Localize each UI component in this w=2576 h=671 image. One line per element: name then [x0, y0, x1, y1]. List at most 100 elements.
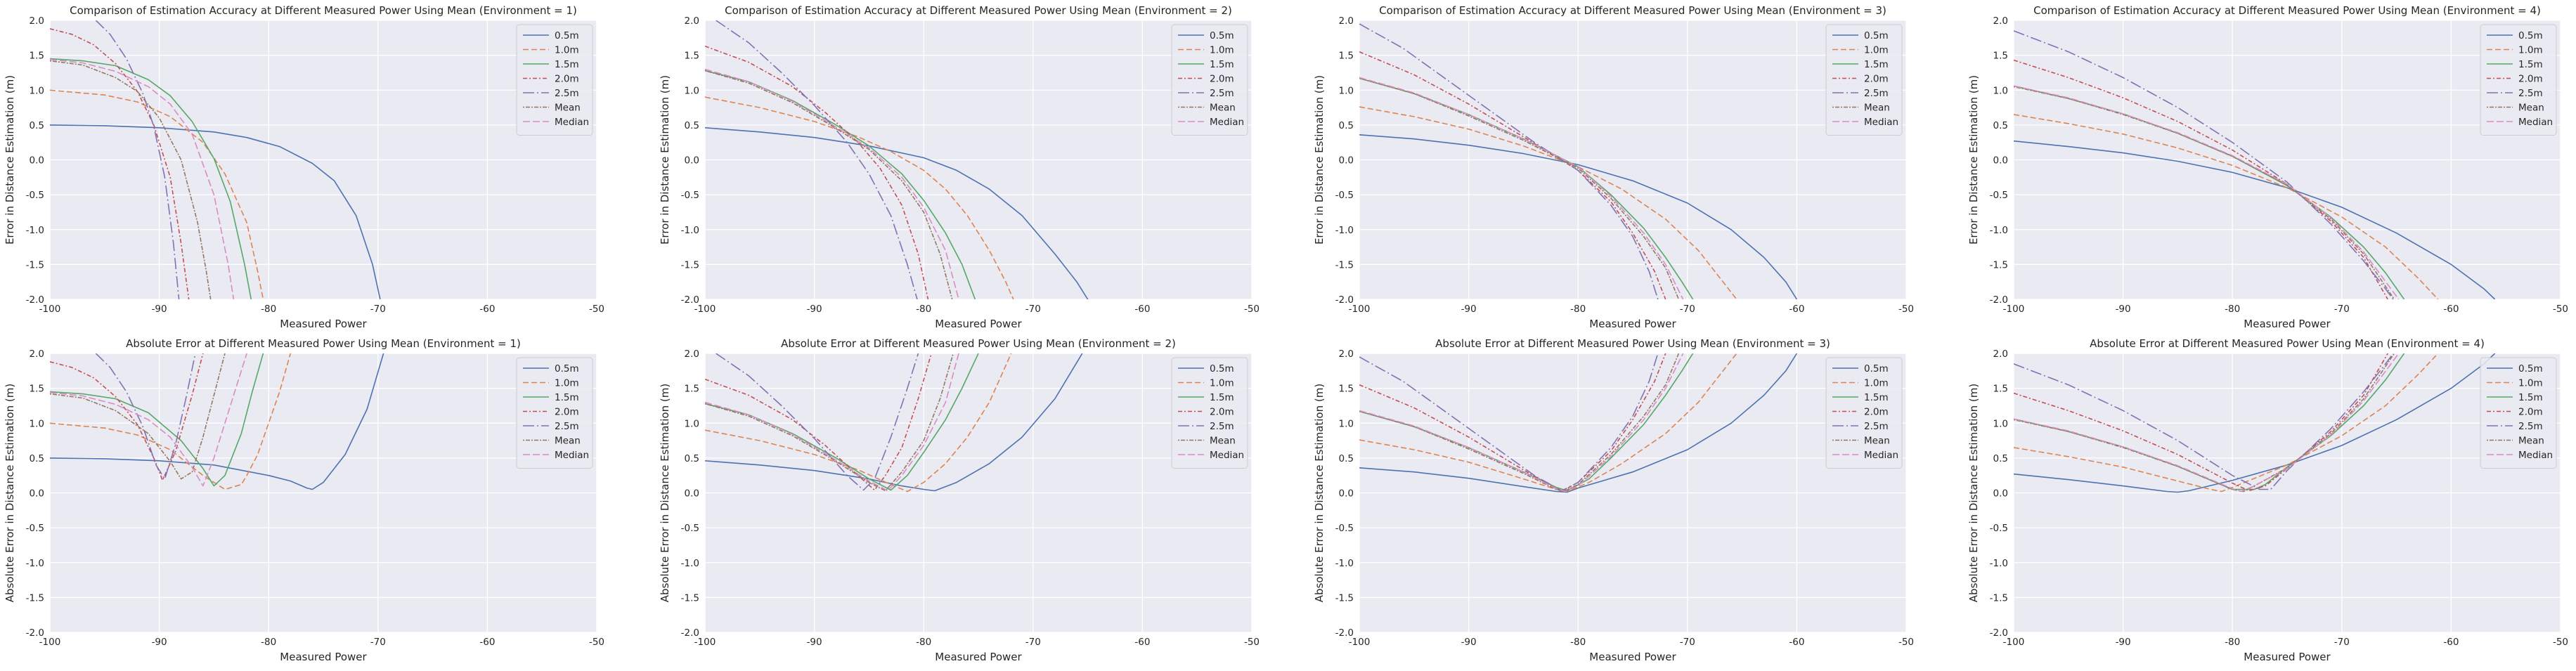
- x-tick-label: -60: [1789, 304, 1804, 315]
- y-tick-label: 2.0: [1993, 348, 2008, 360]
- x-tick-label: -80: [2225, 637, 2240, 648]
- y-tick-label: 0.0: [685, 488, 699, 500]
- y-tick-label: -0.5: [26, 190, 44, 201]
- legend-label: 0.5m: [555, 363, 579, 374]
- x-tick-label: -90: [807, 637, 822, 648]
- y-tick-label: 1.0: [1339, 418, 1354, 429]
- y-tick-label: 0.5: [1993, 120, 2008, 131]
- series-line-Median: [705, 68, 959, 299]
- x-tick-label: -90: [152, 637, 167, 648]
- legend-label: 1.0m: [2518, 45, 2543, 56]
- y-tick-label: 1.5: [1339, 51, 1354, 62]
- x-tick-label: -50: [1244, 637, 1260, 648]
- legend-label: 2.5m: [1864, 421, 1889, 432]
- subplot-6: -100 -90 -80 -70 -60 -50 -2.0 -1.5 -1.0 -0.5 0.0 0.…: [659, 337, 1260, 663]
- x-tick-label: -100: [694, 637, 716, 648]
- y-tick-label: -1.5: [1335, 259, 1354, 271]
- series-group: [705, 353, 1083, 493]
- y-tick-label: 1.5: [1339, 384, 1354, 395]
- series-line-Mean: [50, 353, 226, 480]
- legend-label: Median: [2518, 117, 2553, 128]
- x-tick-label: -60: [1134, 304, 1150, 315]
- y-tick-label: 0.0: [30, 488, 44, 500]
- legend-label: Mean: [1864, 436, 1890, 447]
- y-axis-label: Error in Distance Estimation (m): [1967, 75, 1980, 245]
- legend: 0.5m 1.0m 1.5m 2.0m 2.5m Mean Median: [1825, 24, 1903, 136]
- y-tick-label: -1.0: [1990, 558, 2008, 569]
- x-tick-label: -70: [2334, 637, 2350, 648]
- series-line-1.0m: [2014, 353, 2439, 493]
- y-tick-label: -2.0: [1335, 294, 1354, 306]
- series-line-2.0m: [705, 353, 932, 491]
- series-line-Median: [2014, 85, 2400, 299]
- y-tick-label: -0.5: [681, 190, 699, 201]
- legend-label: 0.5m: [2518, 363, 2543, 374]
- x-tick-label: -50: [2553, 637, 2568, 648]
- legend-label: 2.0m: [1864, 407, 1889, 418]
- x-tick-label: -100: [2003, 304, 2025, 315]
- y-tick-label: 2.0: [1339, 15, 1354, 27]
- y-axis-label: Absolute Error in Distance Estimation (m…: [1313, 384, 1326, 602]
- series-line-1.0m: [50, 89, 264, 299]
- chart-title: Absolute Error at Different Measured Pow…: [781, 337, 1176, 350]
- x-tick-label: -50: [589, 637, 604, 648]
- legend-label: 2.5m: [2518, 421, 2543, 432]
- y-tick-label: -0.5: [1990, 190, 2008, 201]
- series-line-Median: [50, 58, 235, 299]
- chart-title: Absolute Error at Different Measured Pow…: [1435, 337, 1830, 350]
- series-line-2.5m: [716, 20, 918, 299]
- x-tick-label: -100: [1349, 637, 1371, 648]
- x-tick-label: -60: [1789, 637, 1804, 648]
- series-line-0.5m: [705, 353, 1083, 492]
- y-tick-label: 0.0: [1993, 488, 2008, 500]
- series-group: [1359, 353, 1798, 493]
- legend: 0.5m 1.0m 1.5m 2.0m 2.5m Mean Median: [2480, 24, 2557, 136]
- y-tick-label: 0.5: [1339, 453, 1354, 464]
- y-tick-label: -1.0: [681, 558, 699, 569]
- y-tick-label: 0.0: [1993, 155, 2008, 167]
- series-line-1.0m: [1359, 106, 1737, 299]
- x-tick-label: -100: [2003, 637, 2025, 648]
- legend-label: 2.0m: [1210, 407, 1234, 418]
- series-line-Mean: [50, 60, 212, 299]
- series-group: [2014, 353, 2496, 493]
- series-line-Median: [50, 353, 247, 487]
- series-line-Mean: [705, 70, 953, 299]
- y-tick-label: 0.5: [685, 120, 699, 131]
- x-tick-label: -80: [1570, 304, 1586, 315]
- series-line-0.5m: [50, 124, 381, 299]
- y-tick-label: 0.5: [1339, 120, 1354, 131]
- y-tick-label: -1.0: [1335, 225, 1354, 236]
- y-tick-label: -0.5: [26, 523, 44, 534]
- x-tick-label: -100: [39, 304, 61, 315]
- legend-label: 1.0m: [2518, 378, 2543, 389]
- legend: 0.5m 1.0m 1.5m 2.0m 2.5m Mean Median: [516, 24, 593, 136]
- y-tick-label: 0.5: [30, 453, 44, 464]
- series-line-0.5m: [2014, 140, 2496, 299]
- y-tick-label: 0.5: [1993, 453, 2008, 464]
- y-tick-label: 2.0: [30, 348, 44, 360]
- legend-label: Median: [2518, 450, 2553, 461]
- y-tick-label: -0.5: [1335, 523, 1354, 534]
- y-tick-label: 0.5: [685, 453, 699, 464]
- y-tick-label: 1.0: [1993, 85, 2008, 96]
- series-line-2.0m: [2014, 353, 2388, 492]
- x-tick-label: -90: [1461, 304, 1477, 315]
- y-tick-label: -2.0: [1335, 627, 1354, 639]
- y-tick-label: -1.0: [26, 225, 44, 236]
- legend-label: 2.5m: [1210, 421, 1234, 432]
- x-axis-label: Measured Power: [1589, 651, 1676, 663]
- legend: 0.5m 1.0m 1.5m 2.0m 2.5m Mean Median: [1825, 357, 1903, 469]
- chart-title: Absolute Error at Different Measured Pow…: [126, 337, 521, 350]
- series-line-2.5m: [1359, 23, 1659, 299]
- y-axis-label: Error in Distance Estimation (m): [1313, 75, 1326, 245]
- x-tick-label: -90: [152, 304, 167, 315]
- x-tick-label: -60: [479, 304, 495, 315]
- y-tick-label: -1.5: [1335, 592, 1354, 604]
- series-line-0.5m: [2014, 353, 2496, 493]
- legend-label: 2.5m: [555, 88, 579, 99]
- series-line-2.0m: [50, 353, 204, 481]
- x-tick-label: -60: [2443, 304, 2459, 315]
- y-tick-label: -1.0: [26, 558, 44, 569]
- y-tick-label: 1.0: [685, 85, 699, 96]
